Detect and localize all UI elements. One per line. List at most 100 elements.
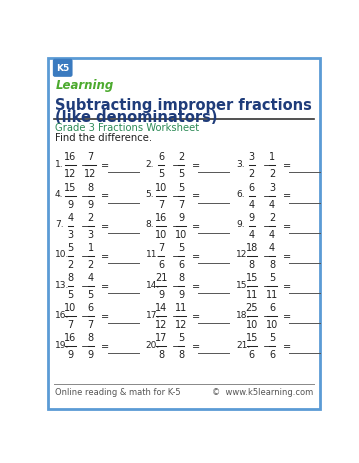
Text: 15.: 15.	[236, 280, 251, 289]
Text: 8: 8	[269, 260, 275, 269]
Text: =: =	[192, 191, 200, 201]
Text: (like denominators): (like denominators)	[55, 109, 218, 124]
Text: −: −	[263, 311, 271, 321]
Text: 3: 3	[67, 230, 74, 239]
Text: 12: 12	[64, 169, 76, 179]
Text: 7: 7	[88, 319, 94, 330]
Text: Subtracting improper fractions: Subtracting improper fractions	[55, 98, 312, 113]
Text: =: =	[192, 341, 200, 351]
Text: 7: 7	[88, 152, 94, 162]
Text: =: =	[192, 251, 200, 261]
Text: −: −	[263, 281, 271, 291]
Text: 16: 16	[64, 152, 76, 162]
Text: 7: 7	[67, 319, 74, 330]
Text: 5: 5	[67, 289, 74, 300]
Text: 5: 5	[88, 289, 94, 300]
Text: 4.: 4.	[55, 190, 64, 199]
Text: 21: 21	[155, 273, 167, 282]
Text: 8.: 8.	[146, 220, 154, 229]
Text: 5: 5	[178, 169, 185, 179]
Text: 3: 3	[269, 183, 275, 193]
Text: 6: 6	[249, 350, 255, 359]
Text: =: =	[192, 221, 200, 231]
Text: 7: 7	[178, 200, 185, 210]
Text: 7.: 7.	[55, 220, 64, 229]
Text: =: =	[102, 251, 109, 261]
Text: 18: 18	[246, 243, 258, 253]
Text: 2: 2	[88, 213, 94, 223]
Text: 4: 4	[249, 200, 255, 210]
Text: −: −	[172, 191, 181, 201]
Text: 12.: 12.	[236, 250, 251, 259]
Text: −: −	[172, 251, 181, 261]
Text: 8: 8	[67, 273, 74, 282]
Text: =: =	[102, 191, 109, 201]
Text: 6: 6	[158, 152, 164, 162]
Text: 16.: 16.	[55, 310, 69, 319]
Text: 4: 4	[269, 230, 275, 239]
Text: =: =	[283, 191, 291, 201]
Text: 6: 6	[178, 260, 184, 269]
Text: =: =	[283, 221, 291, 231]
Text: −: −	[172, 281, 181, 291]
Text: =: =	[283, 161, 291, 170]
Text: 9: 9	[67, 200, 74, 210]
Text: −: −	[81, 281, 90, 291]
Text: −: −	[172, 341, 181, 351]
Text: 17: 17	[155, 332, 167, 343]
Text: −: −	[81, 161, 90, 170]
Text: =: =	[283, 311, 291, 321]
Text: 10: 10	[64, 303, 76, 313]
Text: ©  www.k5learning.com: © www.k5learning.com	[212, 388, 313, 396]
Text: 10: 10	[155, 183, 167, 193]
Text: 5: 5	[158, 169, 164, 179]
Text: 9: 9	[67, 350, 74, 359]
Text: =: =	[102, 161, 109, 170]
Text: 8: 8	[178, 350, 184, 359]
Text: =: =	[102, 281, 109, 291]
Text: 8: 8	[88, 183, 94, 193]
Text: 16: 16	[64, 332, 76, 343]
Text: 9: 9	[158, 289, 164, 300]
Text: 4: 4	[249, 230, 255, 239]
Text: 13.: 13.	[55, 280, 69, 289]
Text: 20.: 20.	[146, 340, 160, 349]
Text: 10.: 10.	[55, 250, 69, 259]
FancyBboxPatch shape	[48, 59, 320, 409]
Text: 11: 11	[246, 289, 258, 300]
Text: 7: 7	[158, 200, 164, 210]
Text: Grade 3 Fractions Worksheet: Grade 3 Fractions Worksheet	[55, 122, 199, 132]
Text: =: =	[192, 281, 200, 291]
Text: −: −	[81, 311, 90, 321]
Text: =: =	[102, 311, 109, 321]
Text: 9.: 9.	[236, 220, 245, 229]
Text: 12: 12	[155, 319, 167, 330]
Text: K5: K5	[56, 64, 69, 73]
Text: 25: 25	[246, 303, 258, 313]
Text: Learning: Learning	[56, 79, 114, 92]
Text: 8: 8	[249, 260, 255, 269]
Text: 10: 10	[175, 230, 187, 239]
Text: −: −	[263, 161, 271, 170]
Text: 2: 2	[178, 152, 185, 162]
Text: 9: 9	[178, 289, 184, 300]
Text: 9: 9	[249, 213, 255, 223]
Text: =: =	[283, 251, 291, 261]
Text: Online reading & math for K-5: Online reading & math for K-5	[55, 388, 181, 396]
Text: 9: 9	[178, 213, 184, 223]
Text: =: =	[192, 161, 200, 170]
Text: 11.: 11.	[146, 250, 160, 259]
Text: 7: 7	[158, 243, 164, 253]
Text: 15: 15	[246, 332, 258, 343]
Text: −: −	[263, 221, 271, 231]
Text: 6: 6	[269, 350, 275, 359]
Text: 5: 5	[178, 332, 185, 343]
Text: 10: 10	[155, 230, 167, 239]
Text: 5: 5	[269, 332, 275, 343]
Text: 9: 9	[88, 350, 94, 359]
Text: 2.: 2.	[146, 159, 154, 168]
Text: 4: 4	[67, 213, 74, 223]
Text: 2: 2	[88, 260, 94, 269]
Text: =: =	[283, 341, 291, 351]
Text: −: −	[81, 251, 90, 261]
